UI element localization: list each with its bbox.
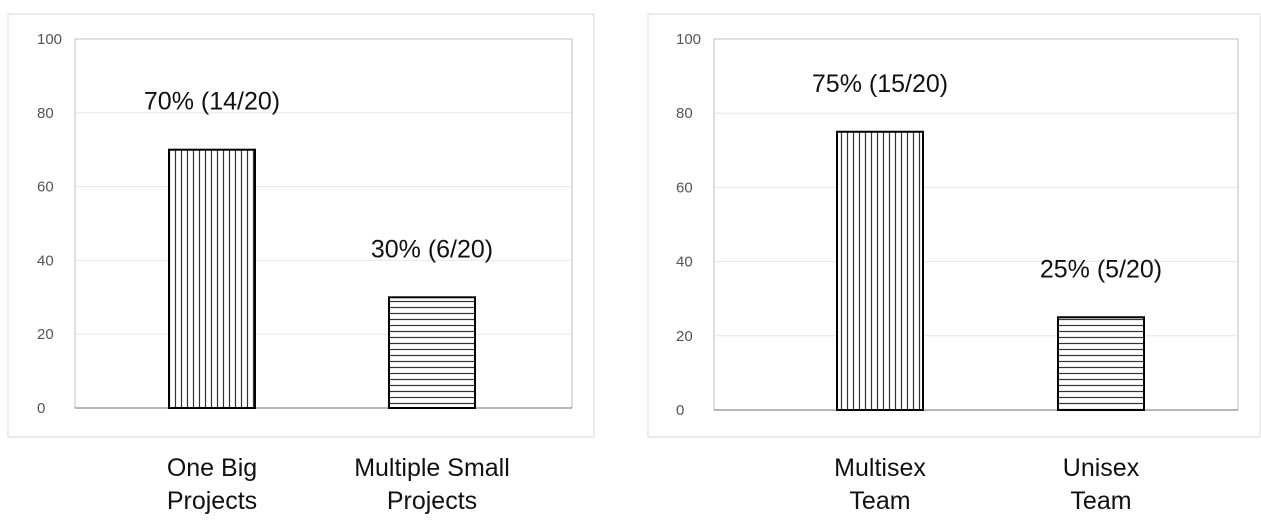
y-tick-label: 100	[37, 31, 62, 48]
bar	[168, 148, 256, 409]
y-tick-label: 80	[676, 105, 693, 122]
y-tick-label: 20	[676, 328, 693, 345]
panel-border	[647, 13, 1261, 438]
y-tick-label: 60	[37, 179, 54, 196]
category-label: Unisex Team	[1063, 454, 1140, 515]
data-label: 75% (15/20)	[812, 70, 948, 98]
category-label: Multisex Team	[834, 454, 926, 515]
y-tick-label: 60	[676, 179, 693, 196]
panel-border	[7, 13, 595, 438]
data-label: 30% (6/20)	[371, 235, 493, 263]
y-tick-label: 40	[37, 252, 54, 269]
bar	[836, 130, 924, 411]
bar	[1057, 316, 1145, 411]
bar	[388, 296, 476, 409]
y-tick-label: 100	[676, 31, 701, 48]
data-label: 25% (5/20)	[1040, 255, 1162, 283]
y-tick-label: 0	[676, 402, 684, 419]
y-tick-label: 20	[37, 326, 54, 343]
y-tick-label: 0	[37, 400, 45, 417]
chart-panel-2: 0 20 40 60 80 100 75% (15/20) Multisex Team 25% (…	[647, 13, 1261, 515]
y-tick-label: 80	[37, 105, 54, 122]
data-label: 70% (14/20)	[144, 88, 280, 116]
category-label: Multiple Small Projects	[354, 454, 510, 515]
chart-panel-1: 0 20 40 60 80 100 70% (14/20) One Big Projects 30…	[7, 13, 595, 515]
category-label: One Big Projects	[167, 454, 257, 515]
y-tick-label: 40	[676, 254, 693, 271]
